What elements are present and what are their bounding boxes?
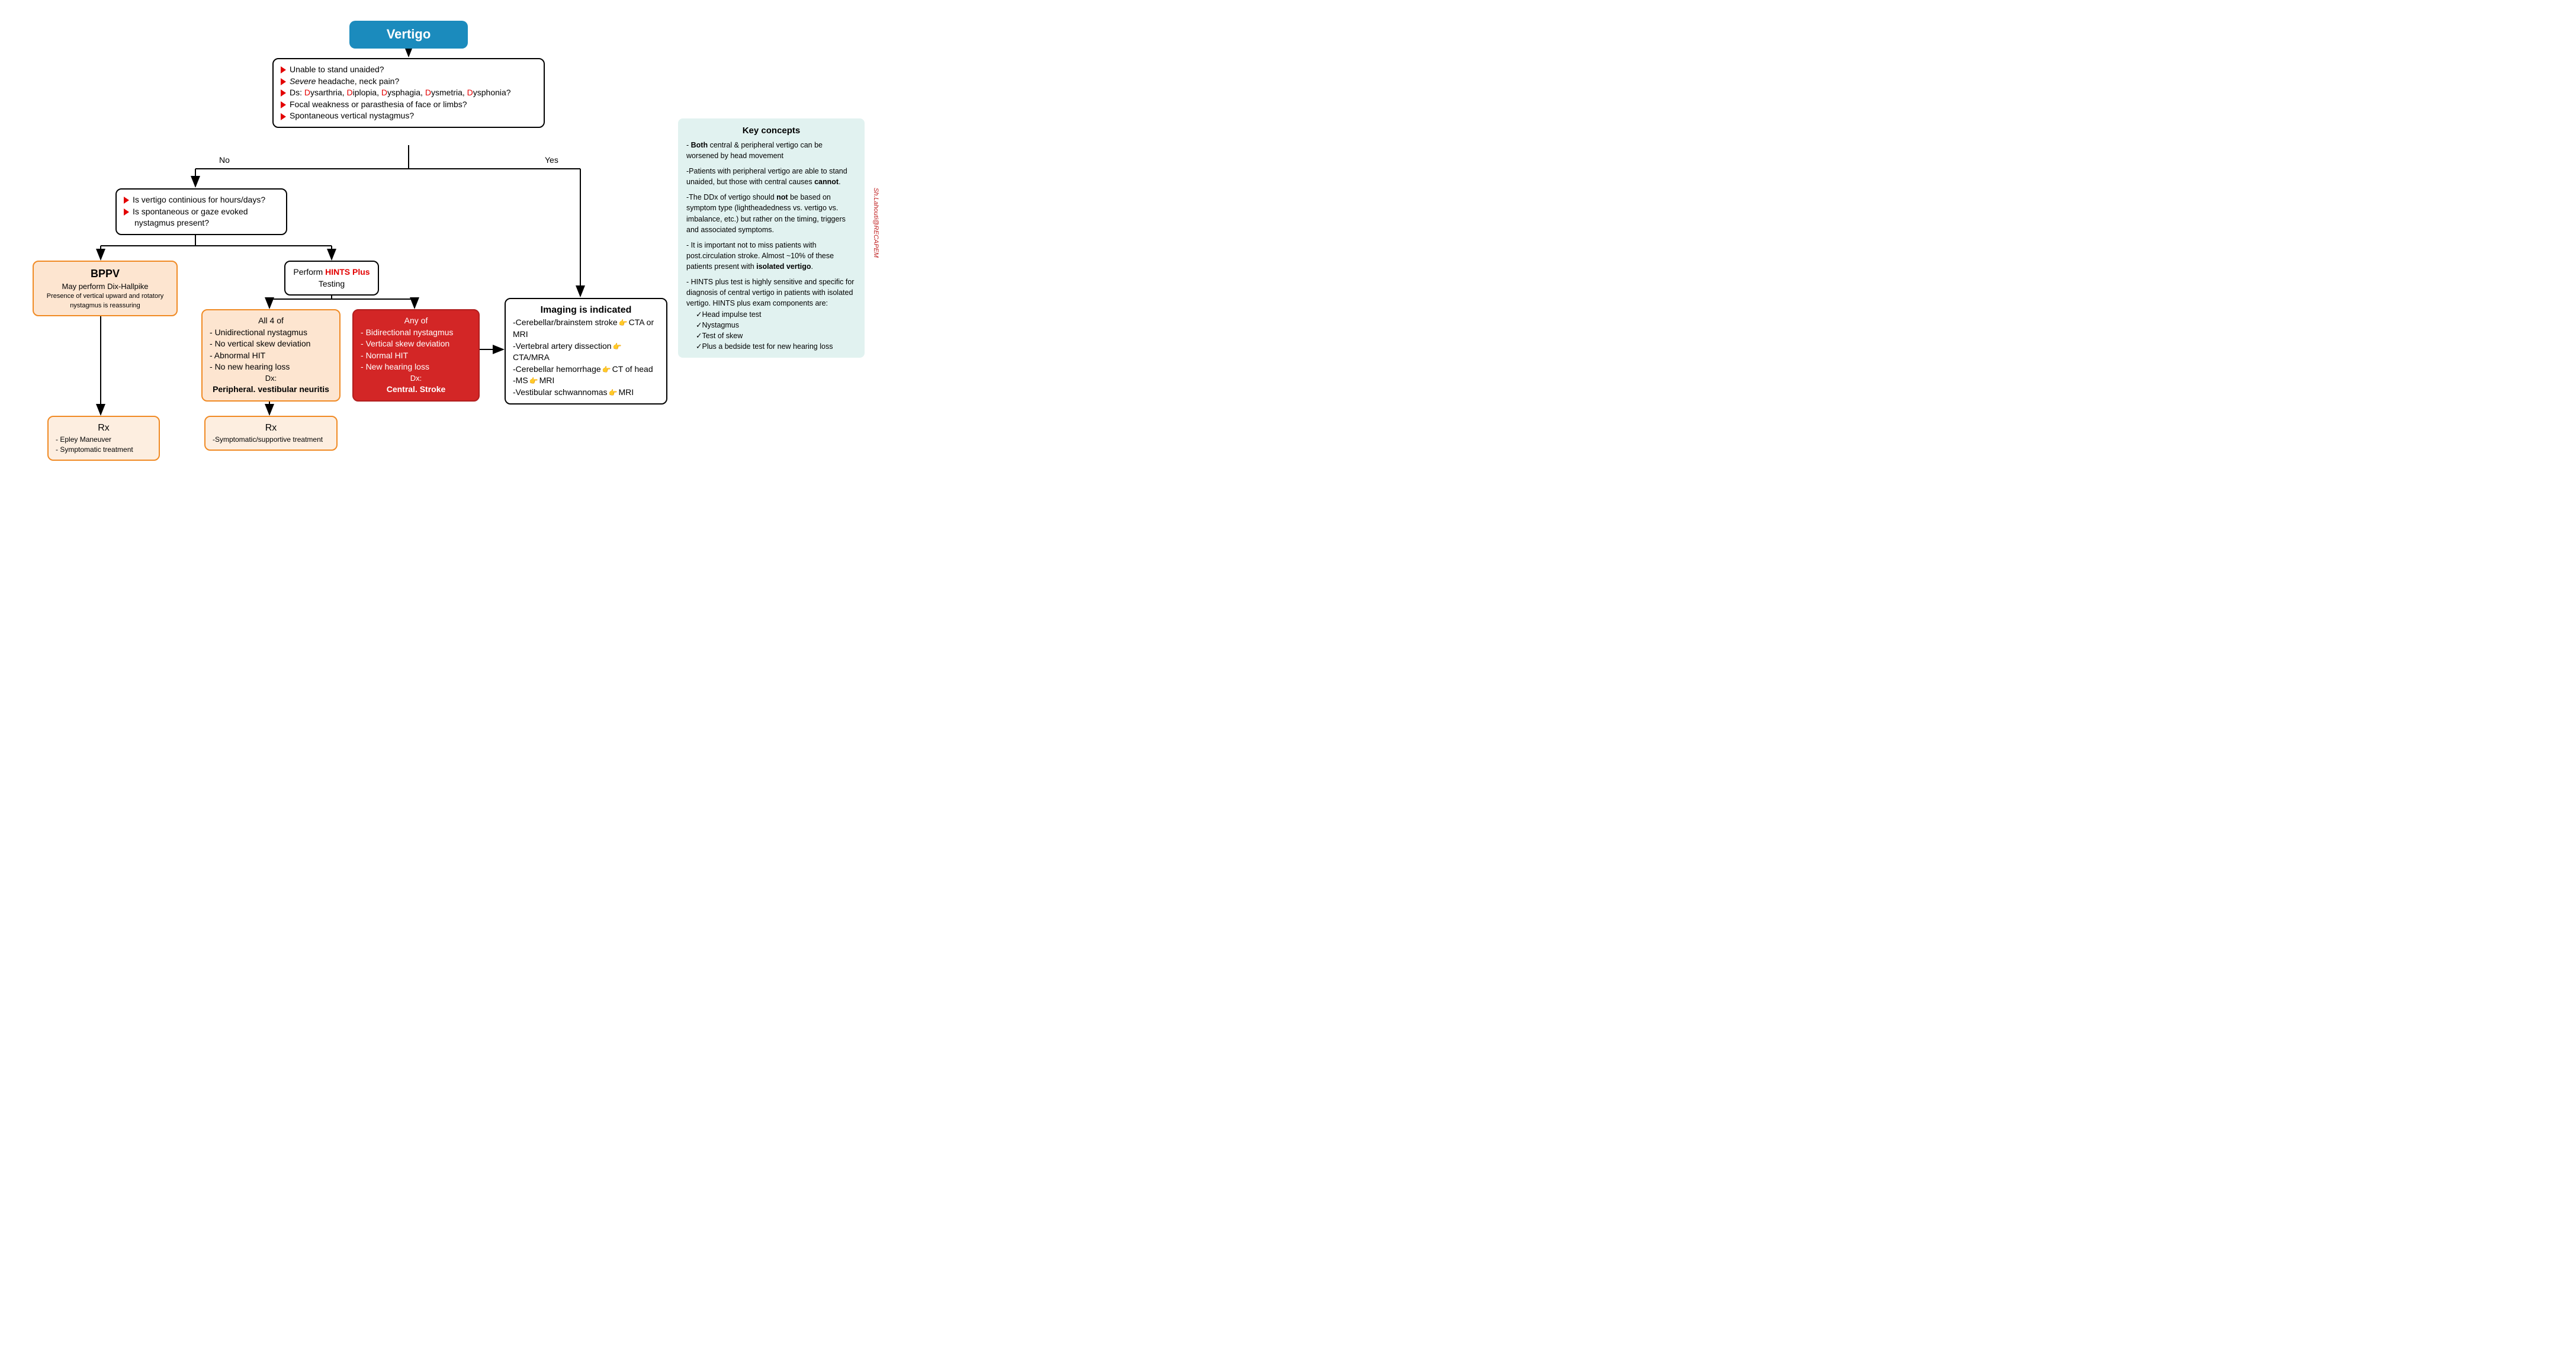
imaging-item: -MSMRI [513,375,659,387]
rx2-title: Rx [213,422,329,435]
rx1-item: - Symptomatic treatment [56,445,152,455]
rx1-title: Rx [56,422,152,435]
central-dxl: Dx: [361,373,471,384]
key-check: ✓Nystagmus [686,320,856,330]
bppv-sub2: Presence of vertical upward and rotatory [41,292,169,301]
imaging-item: -Vestibular schwannomasMRI [513,387,659,399]
imaging-item: -Cerebellar/brainstem strokeCTA or MRI [513,317,659,340]
bppv-title: BPPV [41,267,169,281]
key-line: - Both central & peripheral vertigo can … [686,140,856,161]
periph-item: - No new hearing loss [210,361,332,373]
rf-item: Ds: Dysarthria, Diplopia, Dysphagia, Dys… [281,87,537,99]
key-line: - HINTS plus test is highly sensitive an… [686,277,856,309]
hints-l1: Perform HINTS Plus [293,267,371,278]
title-node: Vertigo [349,21,468,49]
hints-l2: Testing [293,278,371,290]
periph-item: - No vertical skew deviation [210,338,332,350]
key-line: -The DDx of vertigo should not be based … [686,192,856,235]
key-check: ✓Head impulse test [686,309,856,320]
imaging-node: Imaging is indicated -Cerebellar/brainst… [505,298,667,405]
hints-node: Perform HINTS Plus Testing [284,261,379,296]
central-item: - Normal HIT [361,350,471,362]
bppv-sub1: May perform Dix-Hallpike [41,281,169,292]
rf-item: Focal weakness or parasthesia of face or… [281,99,537,111]
periph-dx: Peripheral. vestibular neuritis [210,384,332,396]
periph-dxl: Dx: [210,373,332,384]
periph-head: All 4 of [210,315,332,327]
central-item: - Bidirectional nystagmus [361,327,471,339]
central-dx: Central. Stroke [361,384,471,396]
periph-item: - Unidirectional nystagmus [210,327,332,339]
rx2-item: -Symptomatic/supportive treatment [213,435,329,445]
watermark: Sh.Lahouti@RECAPEM [872,188,879,258]
rf-item: Spontaneous vertical nystagmus? [281,110,537,122]
central-item: - Vertical skew deviation [361,338,471,350]
cont-l1: Is vertigo continious for hours/days? [124,194,279,206]
key-check: ✓Plus a bedside test for new hearing los… [686,341,856,352]
edge-no: No [219,155,230,165]
rx2-node: Rx -Symptomatic/supportive treatment [204,416,338,451]
edge-yes: Yes [545,155,558,165]
central-head: Any of [361,315,471,327]
key-line: - It is important not to miss patients w… [686,240,856,272]
key-title: Key concepts [686,124,856,137]
rx1-node: Rx - Epley Maneuver - Symptomatic treatm… [47,416,160,461]
rf-item: Unable to stand unaided? [281,64,537,76]
rf-item: Severe headache, neck pain? [281,76,537,88]
central-item: - New hearing loss [361,361,471,373]
bppv-sub3: nystagmus is reassuring [41,301,169,310]
key-line: -Patients with peripheral vertigo are ab… [686,166,856,187]
flowchart-canvas: Vertigo Unable to stand unaided? Severe … [12,12,871,466]
peripheral-node: All 4 of - Unidirectional nystagmus - No… [201,309,341,402]
imaging-title: Imaging is indicated [513,304,659,317]
cont-l2: Is spontaneous or gaze evoked [124,206,279,218]
imaging-item: -Cerebellar hemorrhageCT of head [513,364,659,375]
periph-item: - Abnormal HIT [210,350,332,362]
key-concepts-node: Key concepts - Both central & peripheral… [678,118,865,358]
red-flags-node: Unable to stand unaided? Severe headache… [272,58,545,128]
key-check: ✓Test of skew [686,330,856,341]
cont-l2b: nystagmus present? [124,217,279,229]
bppv-node: BPPV May perform Dix-Hallpike Presence o… [33,261,178,316]
title-text: Vertigo [387,27,431,41]
rx1-item: - Epley Maneuver [56,435,152,445]
central-node: Any of - Bidirectional nystagmus - Verti… [352,309,480,402]
imaging-item: -Vertebral artery dissectionCTA/MRA [513,341,659,364]
continuous-node: Is vertigo continious for hours/days? Is… [115,188,287,235]
